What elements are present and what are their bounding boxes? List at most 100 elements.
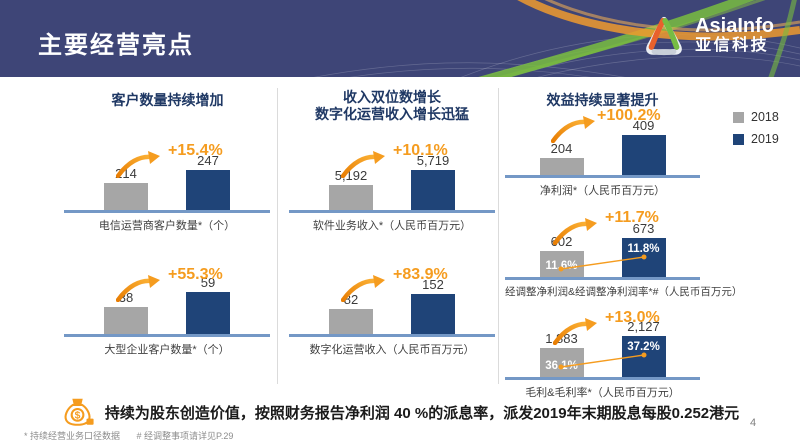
chart-software-revenue: +10.1% 5,192 5,719 软件业务收入*（人 <box>289 128 495 233</box>
bar-rect-2018 <box>104 183 148 210</box>
bar-pair: 5,192 5,719 <box>289 153 495 210</box>
growth-label: +55.3% <box>168 266 223 283</box>
bar-value: 602 <box>550 234 573 249</box>
legend-label: 2019 <box>751 132 779 146</box>
chart-baseline <box>64 334 270 337</box>
column-profitability: 效益持续显著提升 +100.2% 204 409 <box>505 77 743 447</box>
bar-rect-2019: 37.2% <box>621 336 666 377</box>
bar-2019: 59 <box>186 275 230 334</box>
rate-label-2018: 11.6% <box>545 260 578 272</box>
bar-value: 409 <box>632 118 655 133</box>
chart-baseline <box>505 277 700 280</box>
growth-arrow-icon <box>116 151 160 178</box>
bar-2018: 204 <box>539 141 584 175</box>
legend-label: 2018 <box>751 110 779 124</box>
chart-gross-profit: +13.0% 1,883 36.1% 2,127 37 <box>505 295 700 400</box>
chart-enterprise-customers: +55.3% 38 59 大型企业客户数量*（个） <box>64 252 270 357</box>
logo-name-en: AsiaInfo <box>695 14 774 37</box>
bar-2019: 5,719 <box>411 153 455 210</box>
bar-rect-2019 <box>186 292 230 334</box>
bar-value: 2,127 <box>627 319 660 334</box>
column-title-line2: 数字化运营收入增长迅猛 <box>315 106 469 122</box>
chart-caption: 经调整净利润&经调整净利润率*#（人民币百万元） <box>505 286 743 298</box>
logo-name-cn: 亚信科技 <box>695 37 770 55</box>
dollar-symbol: $ <box>74 411 80 422</box>
chart-baseline <box>505 377 700 380</box>
chart-adjusted-net-profit: +11.7% 602 11.6% 673 11.8% <box>505 195 743 299</box>
bar-value: 673 <box>632 221 655 236</box>
column-divider <box>277 88 278 384</box>
bar-2018: 214 <box>104 166 148 210</box>
bar-pair: 602 11.6% 673 11.8% <box>505 221 700 277</box>
legend-swatch-2018 <box>733 111 744 123</box>
legend-swatch-2019 <box>733 133 744 145</box>
column-title-line1: 收入双位数增长 <box>343 89 441 105</box>
bar-rect-2018: 36.1% <box>539 348 584 377</box>
chart-caption: 净利润*（人民币百万元） <box>539 185 666 197</box>
bar-value: 5,192 <box>334 168 368 183</box>
growth-label: +15.4% <box>168 142 223 159</box>
bar-value: 5,719 <box>416 153 450 168</box>
legend-item-2018: 2018 <box>733 110 779 124</box>
rate-label-2018: 36.1% <box>545 360 578 372</box>
bar-rect-2018 <box>539 158 584 175</box>
bar-value: 59 <box>200 275 216 290</box>
rate-label-2019: 11.8% <box>627 243 660 255</box>
asiainfo-logo: AsiaInfo 亚信科技 <box>642 13 774 57</box>
footnotes: * 持续经营业务口径数据 # 经调整事项请详见P.29 <box>24 429 247 442</box>
growth-arrow-icon <box>116 275 160 302</box>
chart-legend: 2018 2019 <box>733 110 779 154</box>
bar-2019: 2,127 37.2% <box>621 319 666 377</box>
chart-baseline <box>505 175 700 178</box>
bar-value: 152 <box>422 277 444 292</box>
growth-label: +100.2% <box>597 107 661 124</box>
bar-2019: 409 <box>621 118 666 175</box>
footnote-adjustment-reference: # 经调整事项请详见P.29 <box>136 431 234 441</box>
column-title: 客户数量持续增加 <box>111 92 224 108</box>
bar-pair: 82 152 <box>289 277 495 334</box>
column-customers: 客户数量持续增加 +15.4% 214 247 <box>60 77 275 447</box>
column-revenue: 收入双位数增长 数字化运营收入增长迅猛 +10.1% 5,192 5,719 <box>287 77 497 447</box>
bar-2019: 247 <box>186 153 230 210</box>
bar-rect-2018: 11.6% <box>539 251 584 277</box>
growth-label: +11.7% <box>605 209 659 226</box>
bar-rect-2018 <box>329 185 373 210</box>
chart-net-profit: +100.2% 204 409 净利润*（人民币百万元） <box>505 93 700 198</box>
growth-arrow-icon <box>341 275 385 302</box>
asiainfo-logo-text: AsiaInfo 亚信科技 <box>695 15 774 55</box>
bar-rect-2019 <box>411 294 455 334</box>
asiainfo-logo-icon <box>646 16 682 56</box>
growth-label: +10.1% <box>393 142 448 159</box>
growth-label: +83.9% <box>393 266 448 283</box>
header-band: 主要经营亮点 AsiaInfo 亚信科技 <box>0 0 800 77</box>
chart-caption: 毛利&毛利率*（人民币百万元） <box>525 387 680 399</box>
column-divider <box>498 88 499 384</box>
bar-pair: 204 409 <box>505 118 700 175</box>
bar-rect-2019 <box>186 170 230 210</box>
chart-caption: 数字化运营收入（人民币百万元） <box>309 344 475 356</box>
bar-value: 204 <box>550 141 573 156</box>
footnote-continuing-operations: * 持续经营业务口径数据 <box>24 431 121 441</box>
chart-caption: 大型企业客户数量*（个） <box>104 344 230 356</box>
dividend-callout: $ 持续为股东创造价值，按照财务报告净利润 40 %的派息率，派发2019年末期… <box>0 395 800 429</box>
money-bag-icon: $ <box>64 398 94 426</box>
bar-2019: 673 11.8% <box>621 221 666 277</box>
bar-value: 247 <box>197 153 219 168</box>
bar-rect-2018 <box>104 307 148 334</box>
growth-label: +13.0% <box>605 309 660 326</box>
bar-2018: 38 <box>104 290 148 334</box>
bar-pair: 214 247 <box>64 153 270 210</box>
growth-arrow-icon <box>553 218 597 245</box>
chart-caption: 软件业务收入*（人民币百万元） <box>312 220 472 232</box>
column-title: 效益持续显著提升 <box>546 92 659 108</box>
chart-caption: 电信运营商客户数量*（个） <box>98 220 236 232</box>
page-title: 主要经营亮点 <box>38 32 194 59</box>
bar-2019: 152 <box>411 277 455 334</box>
growth-arrow-icon <box>551 116 595 143</box>
bar-pair: 38 59 <box>64 275 270 334</box>
chart-baseline <box>289 210 495 213</box>
page-number: 4 <box>750 417 757 429</box>
rate-label-2019: 37.2% <box>627 341 660 353</box>
bar-rect-2019 <box>621 135 666 175</box>
